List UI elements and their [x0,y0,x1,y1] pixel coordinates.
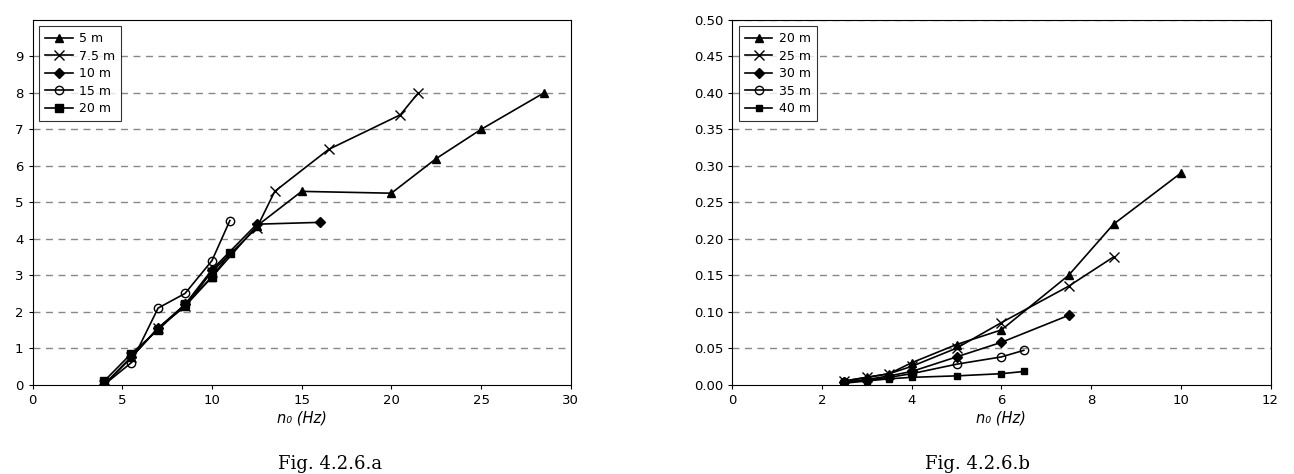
25 m [1061,283,1077,289]
X-axis label: n₀ (Hz): n₀ (Hz) [977,411,1026,426]
15 m [123,360,138,365]
30 m [1061,312,1077,318]
10 m [312,219,327,225]
Line: 25 m: 25 m [840,252,1118,386]
5 m [248,223,264,229]
30 m [859,377,875,383]
20 m [204,274,220,280]
40 m [949,373,964,379]
20 m [994,327,1009,333]
Line: 7.5 m: 7.5 m [100,88,423,390]
25 m [1106,254,1122,260]
40 m [994,371,1009,376]
30 m [837,379,853,384]
Legend: 5 m, 7.5 m, 10 m, 15 m, 20 m: 5 m, 7.5 m, 10 m, 15 m, 20 m [39,26,122,121]
Line: 20 m: 20 m [100,249,234,385]
Line: 20 m: 20 m [840,169,1185,385]
35 m [905,371,920,376]
20 m [1061,273,1077,278]
30 m [905,369,920,374]
30 m [994,339,1009,345]
Line: 30 m: 30 m [841,312,1073,385]
7.5 m [248,225,264,231]
35 m [994,354,1009,360]
40 m [1016,369,1031,374]
20 m [177,301,193,307]
25 m [949,346,964,351]
10 m [248,221,264,227]
5 m [294,189,309,194]
10 m [97,382,113,387]
5 m [177,303,193,309]
15 m [150,305,166,311]
5 m [428,156,444,162]
35 m [859,377,875,383]
Line: 5 m: 5 m [100,89,549,389]
10 m [177,301,193,307]
20 m [123,351,138,356]
7.5 m [123,355,138,360]
Text: Fig. 4.2.6.a: Fig. 4.2.6.a [278,455,382,473]
30 m [881,373,897,379]
Line: 40 m: 40 m [841,368,1027,387]
20 m [97,378,113,384]
15 m [97,382,113,387]
20 m [1174,170,1189,176]
7.5 m [267,189,282,194]
35 m [881,374,897,380]
Legend: 20 m, 25 m, 30 m, 35 m, 40 m: 20 m, 25 m, 30 m, 35 m, 40 m [739,26,817,121]
20 m [837,378,853,384]
7.5 m [410,90,426,96]
5 m [123,355,138,360]
5 m [97,382,113,387]
5 m [474,127,489,132]
20 m [223,251,238,256]
10 m [204,267,220,273]
40 m [859,378,875,384]
35 m [837,380,853,385]
15 m [177,291,193,296]
15 m [223,218,238,223]
40 m [881,376,897,382]
20 m [905,360,920,365]
20 m [949,342,964,347]
5 m [204,274,220,280]
5 m [150,325,166,331]
20 m [1106,221,1122,227]
10 m [123,355,138,360]
35 m [1016,347,1031,353]
35 m [949,361,964,367]
7.5 m [150,325,166,331]
7.5 m [204,269,220,274]
15 m [204,258,220,264]
7.5 m [392,112,408,118]
Text: Fig. 4.2.6.b: Fig. 4.2.6.b [924,455,1030,473]
10 m [150,325,166,331]
7.5 m [177,303,193,309]
25 m [905,364,920,369]
5 m [383,191,399,196]
25 m [994,320,1009,326]
7.5 m [97,382,113,387]
Line: 10 m: 10 m [101,219,324,388]
25 m [837,378,853,384]
20 m [881,371,897,376]
25 m [859,374,875,380]
25 m [881,371,897,376]
Line: 35 m: 35 m [840,346,1027,387]
20 m [859,374,875,380]
5 m [536,90,551,96]
40 m [837,380,853,386]
20 m [150,327,166,333]
40 m [905,374,920,380]
30 m [949,354,964,360]
Line: 15 m: 15 m [100,216,234,389]
X-axis label: n₀ (Hz): n₀ (Hz) [277,411,326,426]
7.5 m [321,146,336,152]
